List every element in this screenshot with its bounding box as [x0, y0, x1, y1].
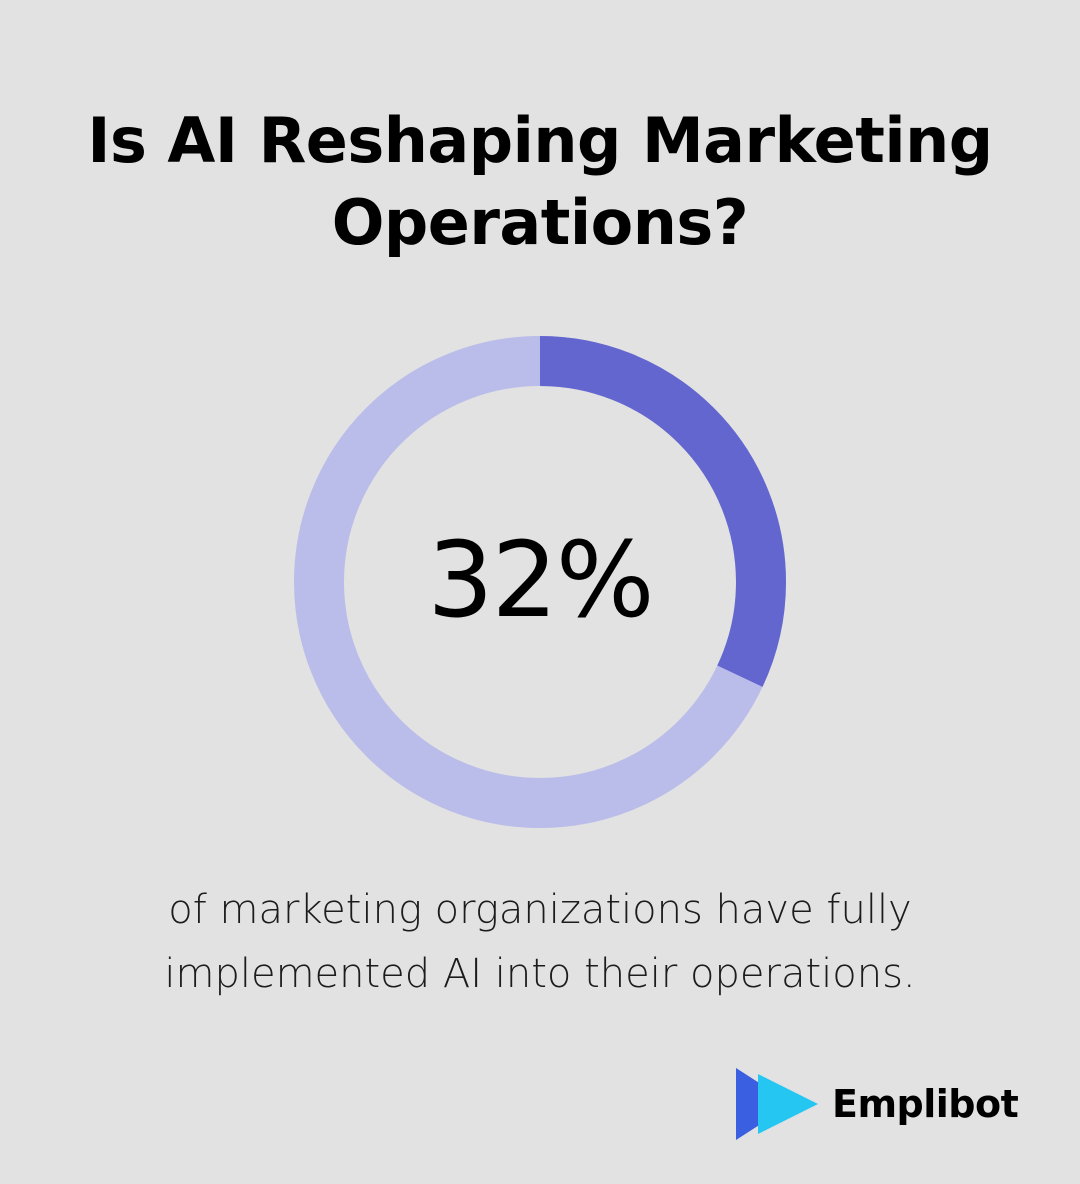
brand-footer: Emplibot — [736, 1068, 1019, 1140]
brand-name: Emplibot — [832, 1082, 1019, 1126]
chart-caption: of marketing organizations have fully im… — [164, 887, 916, 997]
donut-chart — [294, 336, 786, 828]
donut-center-value: 32% — [427, 519, 654, 641]
page-title: Is AI Reshaping Marketing Operations? — [87, 104, 993, 259]
play-arrow-icon — [736, 1068, 818, 1140]
donut-highlight-slice — [294, 336, 786, 828]
logo-front-triangle — [758, 1074, 818, 1134]
